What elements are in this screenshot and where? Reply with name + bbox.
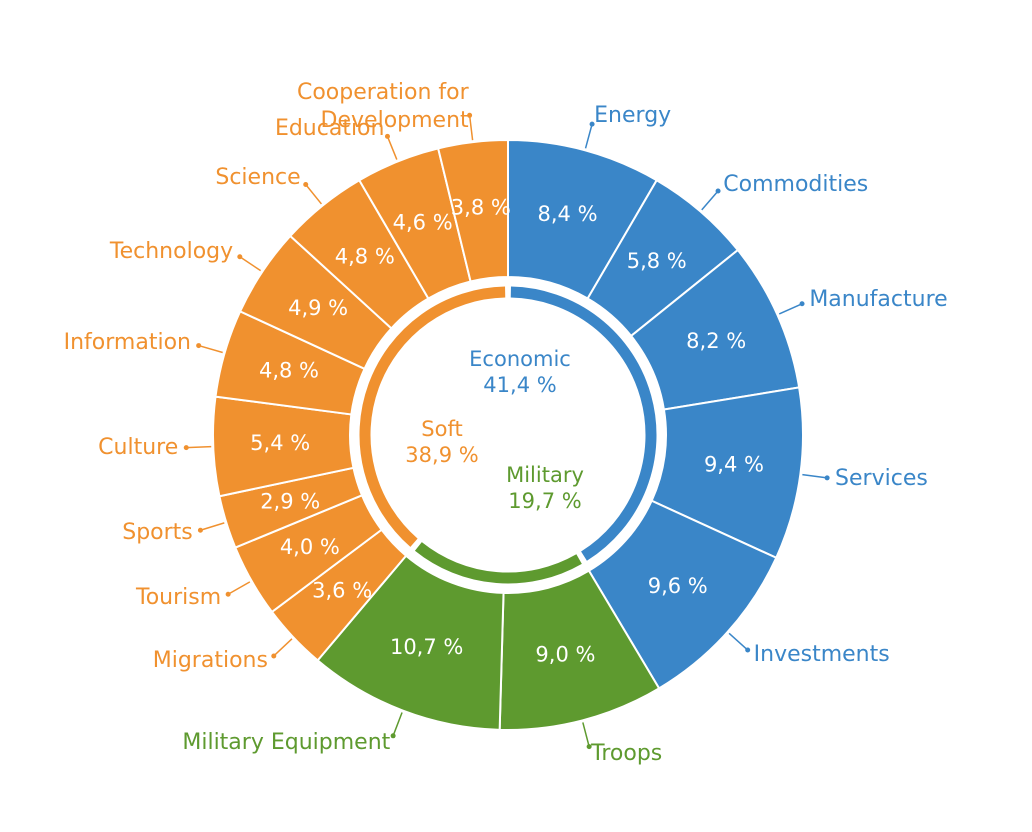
- group-ring: [359, 286, 506, 547]
- category-label: Commodities: [723, 171, 869, 197]
- group-value: 19,7 %: [508, 489, 582, 513]
- category-label: Culture: [98, 434, 179, 460]
- leader-line: [468, 115, 474, 141]
- value-label: 8,4 %: [538, 202, 598, 226]
- leader-dot: [196, 343, 202, 349]
- leader-line: [584, 123, 593, 149]
- leader-dot: [237, 254, 243, 260]
- leader-line: [802, 473, 828, 479]
- category-label: Military Equipment: [182, 730, 391, 756]
- value-label: 5,4 %: [250, 431, 310, 455]
- leader-line: [305, 184, 323, 205]
- group-ring: [510, 286, 657, 561]
- leader-dot: [384, 133, 390, 139]
- category-label: Technology: [109, 239, 234, 265]
- value-label: 5,8 %: [627, 249, 687, 273]
- value-label: 8,2 %: [686, 329, 746, 353]
- value-label: 4,8 %: [259, 359, 319, 383]
- category-label: Services: [835, 465, 928, 491]
- wedge: [436, 138, 509, 283]
- leader-dot: [467, 112, 473, 118]
- leader-dot: [390, 733, 396, 739]
- leader-dot: [715, 188, 721, 194]
- value-label: 9,6 %: [648, 574, 708, 598]
- value-label: 10,7 %: [390, 635, 463, 659]
- leader-dot: [271, 653, 277, 659]
- leader-dot: [589, 121, 595, 127]
- value-label: 4,6 %: [393, 211, 453, 235]
- category-label: Energy: [594, 103, 672, 129]
- category-label: Manufacture: [809, 287, 948, 313]
- category-label: Sports: [122, 519, 193, 545]
- category-label: Migrations: [152, 648, 268, 674]
- value-label: 4,8 %: [335, 245, 395, 269]
- group-name: Soft: [421, 417, 463, 441]
- leader-line: [728, 632, 749, 651]
- category-label: Information: [63, 330, 191, 356]
- leader-dot: [303, 181, 309, 187]
- group-name: Economic: [469, 347, 571, 371]
- group-name: Military: [506, 463, 584, 487]
- leader-line: [239, 256, 262, 272]
- value-label: 3,6 %: [312, 578, 372, 602]
- category-label: Investments: [753, 642, 890, 668]
- leader-dot: [183, 445, 189, 451]
- category-label: Cooperation for Development: [296, 80, 469, 134]
- value-label: 4,0 %: [280, 535, 340, 559]
- leader-dot: [745, 647, 751, 653]
- leader-dot: [799, 301, 805, 307]
- leader-line: [186, 445, 212, 449]
- value-label: 4,9 %: [288, 296, 348, 320]
- group-value: 41,4 %: [483, 373, 557, 397]
- leader-line: [273, 638, 293, 657]
- leader-line: [392, 712, 403, 737]
- category-label: Education: [274, 115, 385, 141]
- leader-line: [701, 190, 719, 211]
- value-label: 2,9 %: [260, 489, 320, 513]
- leader-line: [778, 303, 803, 315]
- category-label: Troops: [591, 741, 663, 767]
- leader-dot: [586, 744, 592, 750]
- value-label: 9,0 %: [535, 643, 595, 667]
- value-label: 3,8 %: [451, 196, 511, 220]
- leader-dot: [197, 527, 203, 533]
- category-label: Tourism: [136, 585, 222, 611]
- category-label: Science: [215, 165, 301, 191]
- leader-dot: [225, 591, 231, 597]
- leader-line: [198, 344, 223, 354]
- leader-line: [386, 136, 398, 160]
- leader-line: [200, 522, 225, 531]
- leader-line: [227, 581, 251, 595]
- value-label: 9,4 %: [704, 452, 764, 476]
- leader-line: [582, 722, 590, 747]
- group-ring: [414, 542, 582, 584]
- leader-dot: [824, 475, 830, 481]
- group-value: 38,9 %: [405, 443, 479, 467]
